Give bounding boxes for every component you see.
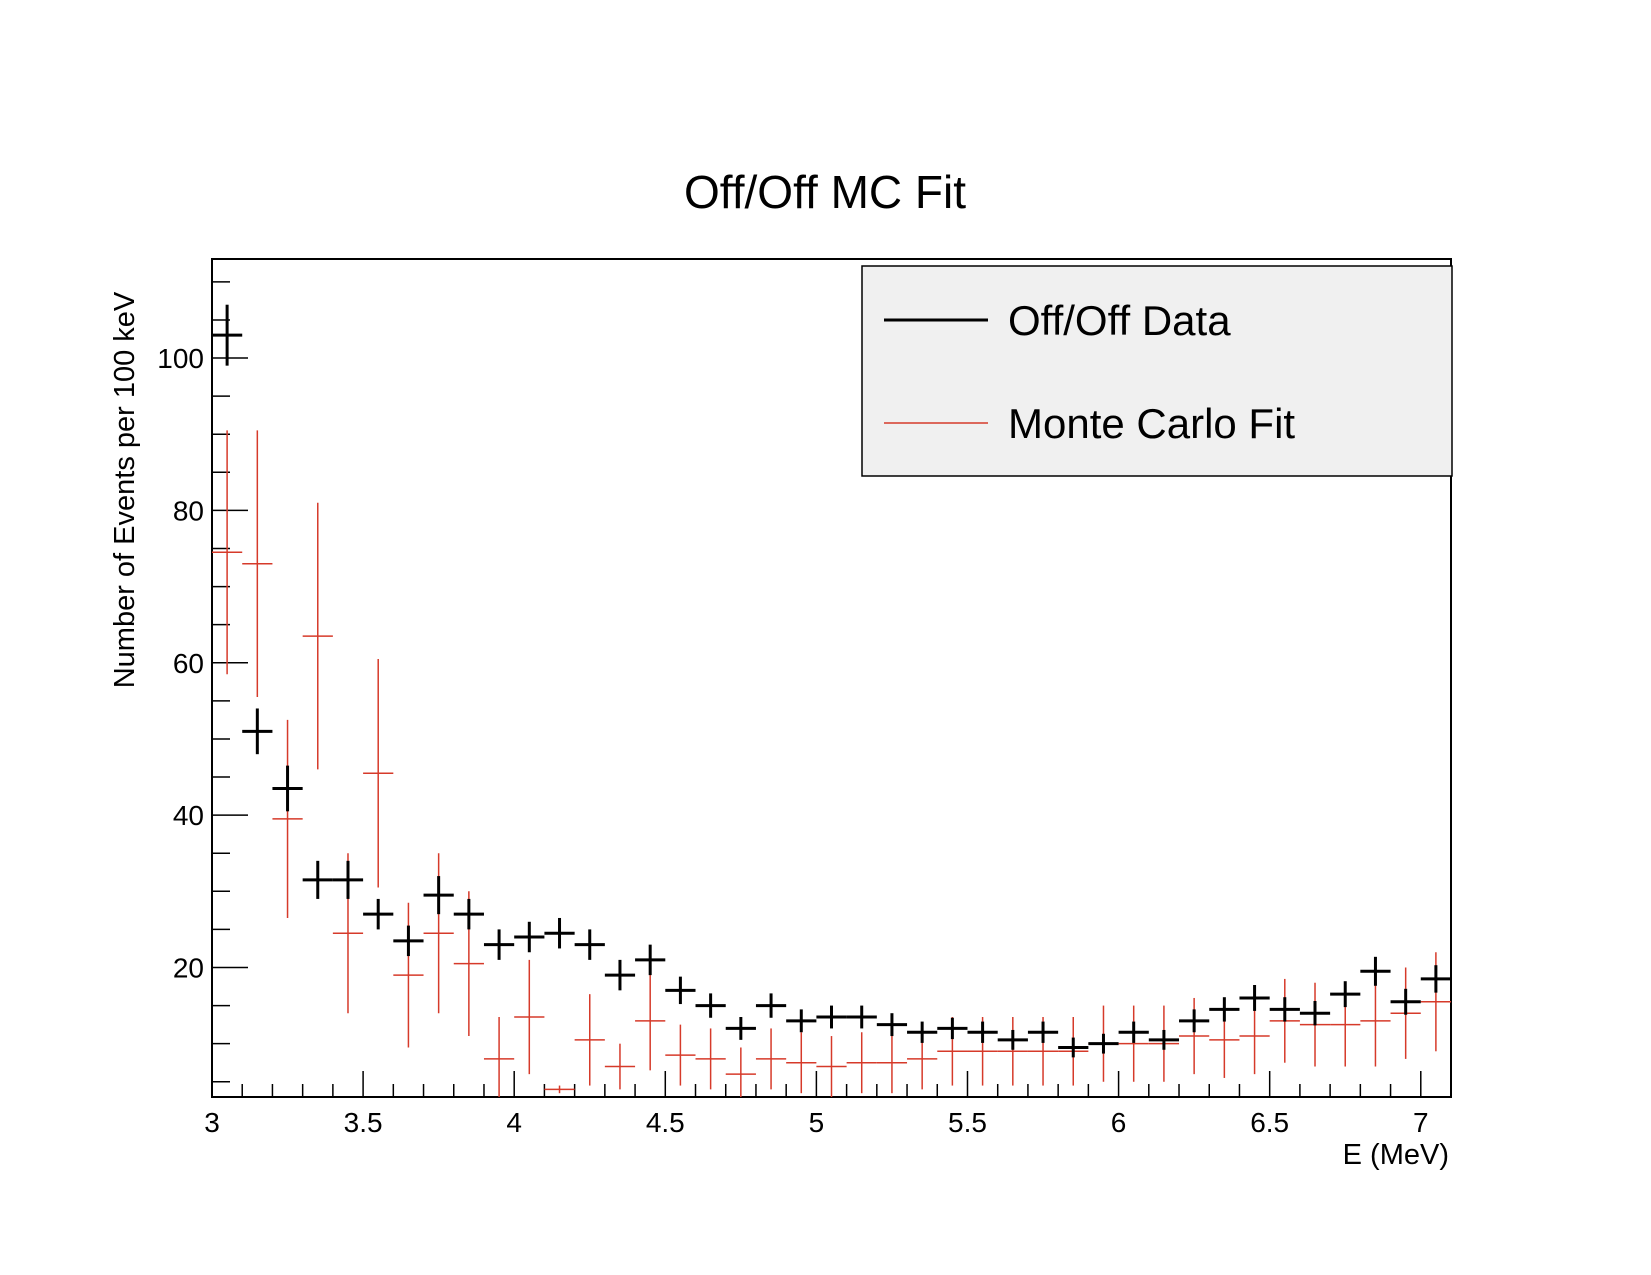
mc-fit-point (544, 1085, 575, 1094)
y-tick-label: 80 (173, 495, 204, 526)
data-point (514, 921, 545, 953)
mc-fit-point (997, 1017, 1028, 1086)
data-point (1027, 1021, 1059, 1043)
mc-fit-point (1118, 1005, 1149, 1082)
data-point (272, 765, 303, 812)
data-point (1239, 985, 1270, 1011)
data-point (1179, 1009, 1210, 1033)
data-point (1209, 997, 1240, 1022)
mc-fit-point (514, 959, 545, 1075)
data-point (1148, 1029, 1180, 1050)
data-point (695, 993, 726, 1018)
mc-fit-point (876, 1032, 908, 1094)
data-point (665, 976, 696, 1005)
data-point (574, 929, 605, 960)
y-axis-ticks: 20 40 60 80 100 (157, 281, 248, 1083)
data-point (423, 876, 454, 915)
y-tick-label: 40 (173, 800, 204, 831)
x-tick-label: 6.5 (1250, 1107, 1289, 1138)
legend-label-off-off-data: Off/Off Data (1008, 297, 1231, 344)
data-point (604, 959, 636, 991)
x-tick-label: 5.5 (948, 1107, 987, 1138)
mc-fit-point (846, 1032, 877, 1094)
legend: Off/Off Data Monte Carlo Fit (861, 265, 1453, 477)
x-axis-label: E (MeV) (1343, 1139, 1449, 1171)
x-tick-label: 6 (1111, 1107, 1127, 1138)
data-point (242, 708, 273, 755)
mc-fit-point (363, 658, 394, 888)
data-point (1420, 965, 1451, 993)
data-point (907, 1021, 938, 1043)
legend-label-monte-carlo-fit: Monte Carlo Fit (1008, 400, 1295, 447)
data-point (816, 1005, 847, 1029)
y-tick-label: 60 (173, 648, 204, 679)
data-point (1390, 988, 1421, 1015)
mc-fit-point (242, 430, 273, 698)
y-tick-label: 20 (173, 952, 204, 983)
mc-fit-point (816, 1036, 847, 1097)
data-point (1299, 1001, 1331, 1026)
mc-fit-point (1360, 975, 1391, 1067)
data-point (212, 304, 243, 366)
data-point (483, 929, 515, 960)
series-off-off-data (212, 304, 1451, 1058)
y-tick-label: 100 (157, 343, 204, 374)
x-axis-ticks: 3 3.5 4 4.5 5 5.5 6 6.5 7 (204, 1071, 1452, 1138)
data-point (332, 860, 364, 899)
x-tick-label: 7 (1413, 1107, 1429, 1138)
mc-fit-point (302, 502, 333, 770)
mc-fit-point (786, 1032, 817, 1094)
mc-fit-point (272, 719, 303, 918)
mc-fit-point (393, 902, 424, 1048)
data-point (1118, 1021, 1149, 1043)
data-point (1088, 1033, 1119, 1054)
data-point (544, 917, 575, 949)
x-tick-label: 4.5 (646, 1107, 685, 1138)
mc-fit-point (725, 1047, 756, 1097)
data-point (846, 1005, 877, 1029)
y-axis-label: Number of Events per 100 keV (109, 291, 141, 688)
data-point (1360, 956, 1391, 986)
x-tick-label: 3.5 (344, 1107, 383, 1138)
data-point (937, 1017, 968, 1040)
data-point (302, 860, 333, 899)
mc-fit-point (695, 1028, 726, 1090)
mc-fit-point (212, 430, 243, 675)
chart-title: Off/Off MC Fit (684, 166, 966, 218)
data-point (1269, 997, 1300, 1022)
mc-fit-point (755, 1028, 787, 1090)
data-point (755, 993, 787, 1018)
data-point (876, 1013, 908, 1037)
data-point (635, 944, 666, 976)
mc-fit-point (604, 1043, 636, 1090)
mc-fit-point (574, 994, 605, 1086)
data-point (453, 898, 484, 930)
data-point (1058, 1037, 1089, 1058)
mc-fit-point (483, 1017, 515, 1097)
x-tick-label: 5 (809, 1107, 825, 1138)
x-tick-label: 4 (506, 1107, 522, 1138)
data-point (393, 925, 424, 957)
data-point (786, 1009, 817, 1033)
mc-fit-point (665, 1024, 696, 1086)
x-tick-label: 3 (204, 1107, 220, 1138)
mc-fit-point (635, 971, 666, 1071)
data-point (967, 1021, 998, 1043)
data-point (997, 1029, 1028, 1050)
data-point (725, 1017, 756, 1040)
legend-box (861, 265, 1453, 477)
data-point (1330, 981, 1361, 1008)
data-point (363, 898, 394, 930)
